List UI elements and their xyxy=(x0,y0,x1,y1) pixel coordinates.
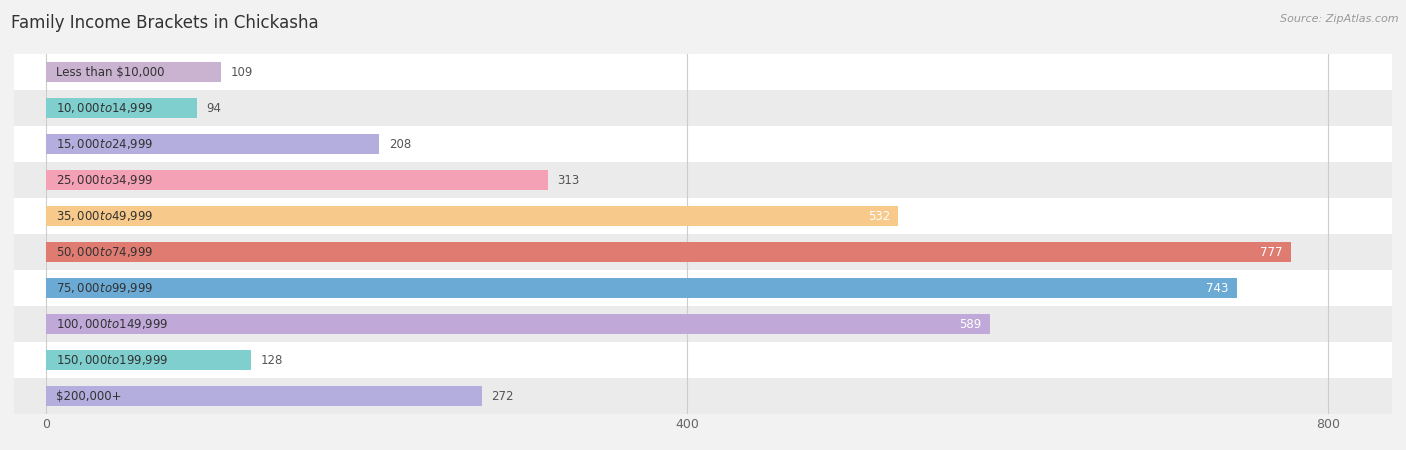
Bar xyxy=(14,378,1392,414)
Text: $10,000 to $14,999: $10,000 to $14,999 xyxy=(56,101,153,115)
Text: $15,000 to $24,999: $15,000 to $24,999 xyxy=(56,137,153,151)
Text: Less than $10,000: Less than $10,000 xyxy=(56,66,165,78)
Bar xyxy=(14,306,1392,342)
Text: 777: 777 xyxy=(1261,246,1284,258)
Bar xyxy=(14,90,1392,126)
Bar xyxy=(14,198,1392,234)
Text: 313: 313 xyxy=(557,174,579,186)
Text: 94: 94 xyxy=(207,102,221,114)
Text: 128: 128 xyxy=(260,354,283,366)
Bar xyxy=(46,98,197,118)
Text: $100,000 to $149,999: $100,000 to $149,999 xyxy=(56,317,169,331)
Text: Family Income Brackets in Chickasha: Family Income Brackets in Chickasha xyxy=(11,14,319,32)
Bar xyxy=(46,242,1291,262)
Bar xyxy=(14,270,1392,306)
Text: 743: 743 xyxy=(1206,282,1229,294)
Text: $150,000 to $199,999: $150,000 to $199,999 xyxy=(56,353,169,367)
Text: 532: 532 xyxy=(869,210,890,222)
Bar xyxy=(14,162,1392,198)
Bar xyxy=(14,342,1392,378)
Bar xyxy=(46,134,380,154)
Bar xyxy=(14,234,1392,270)
Bar xyxy=(46,278,1236,298)
Bar xyxy=(14,126,1392,162)
Text: $200,000+: $200,000+ xyxy=(56,390,121,402)
Text: 109: 109 xyxy=(231,66,253,78)
Bar xyxy=(46,386,482,406)
Bar xyxy=(46,206,898,226)
Text: 208: 208 xyxy=(389,138,411,150)
Text: $25,000 to $34,999: $25,000 to $34,999 xyxy=(56,173,153,187)
Text: Source: ZipAtlas.com: Source: ZipAtlas.com xyxy=(1281,14,1399,23)
Bar xyxy=(46,62,221,82)
Text: $75,000 to $99,999: $75,000 to $99,999 xyxy=(56,281,153,295)
Bar xyxy=(46,350,252,370)
Text: $50,000 to $74,999: $50,000 to $74,999 xyxy=(56,245,153,259)
Text: 272: 272 xyxy=(492,390,515,402)
Bar xyxy=(46,314,990,334)
Bar xyxy=(46,170,547,190)
Text: 589: 589 xyxy=(959,318,981,330)
Bar xyxy=(14,54,1392,90)
Text: $35,000 to $49,999: $35,000 to $49,999 xyxy=(56,209,153,223)
